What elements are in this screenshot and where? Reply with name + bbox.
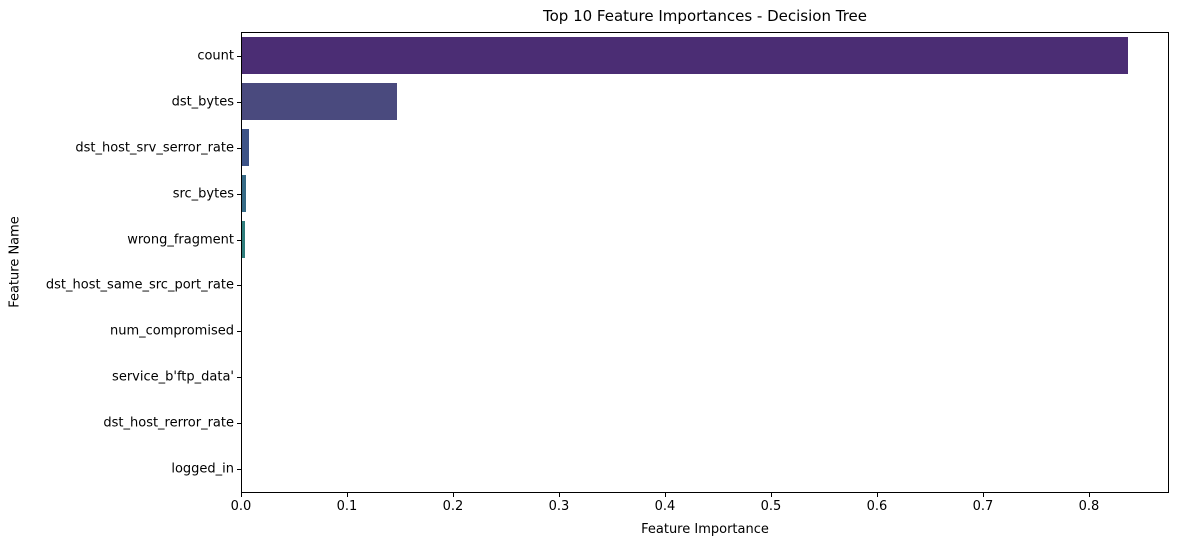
y-tick-label-logged_in: logged_in — [171, 461, 234, 477]
x-tick-mark — [665, 493, 666, 497]
y-tick-mark — [237, 148, 241, 149]
y-tick-label-src_bytes: src_bytes — [172, 186, 234, 202]
y-tick-mark — [237, 102, 241, 103]
x-tick-mark — [241, 493, 242, 497]
y-tick-label-dst_bytes: dst_bytes — [171, 94, 234, 110]
bar-count — [242, 37, 1128, 75]
y-tick-mark — [237, 285, 241, 286]
y-tick-label-wrong_fragment: wrong_fragment — [127, 232, 234, 248]
x-tick-label-0.7: 0.7 — [972, 499, 994, 514]
y-tick-label-dst_host_rerror_rate: dst_host_rerror_rate — [103, 415, 234, 431]
y-tick-mark — [237, 194, 241, 195]
x-tick-label-0.0: 0.0 — [230, 499, 252, 514]
x-tick-label-0.2: 0.2 — [442, 499, 464, 514]
x-tick-mark — [877, 493, 878, 497]
x-tick-mark — [983, 493, 984, 497]
bar-dst_host_srv_serror_rate — [242, 129, 249, 167]
y-tick-mark — [237, 331, 241, 332]
y-tick-label-dst_host_same_src_port_rate: dst_host_same_src_port_rate — [45, 277, 234, 293]
y-tick-label-service_b'ftp_data': service_b'ftp_data' — [112, 369, 234, 385]
plot-area — [241, 32, 1169, 493]
x-tick-mark — [347, 493, 348, 497]
bar-src_bytes — [242, 175, 246, 213]
y-tick-label-num_compromised: num_compromised — [110, 323, 234, 339]
x-tick-mark — [559, 493, 560, 497]
x-tick-label-0.8: 0.8 — [1078, 499, 1100, 514]
y-tick-label-dst_host_srv_serror_rate: dst_host_srv_serror_rate — [75, 140, 234, 156]
x-tick-label-0.6: 0.6 — [866, 499, 888, 514]
y-tick-label-count: count — [197, 48, 234, 64]
x-tick-mark — [1089, 493, 1090, 497]
chart-title: Top 10 Feature Importances - Decision Tr… — [543, 7, 867, 25]
y-tick-mark — [237, 56, 241, 57]
x-tick-mark — [453, 493, 454, 497]
y-axis-label: Feature Name — [7, 216, 23, 308]
x-tick-label-0.3: 0.3 — [548, 499, 570, 514]
y-tick-mark — [237, 377, 241, 378]
y-tick-mark — [237, 423, 241, 424]
y-tick-mark — [237, 469, 241, 470]
x-tick-label-0.4: 0.4 — [654, 499, 676, 514]
bar-wrong_fragment — [242, 221, 245, 259]
x-tick-mark — [771, 493, 772, 497]
x-axis-label: Feature Importance — [641, 522, 769, 537]
bar-dst_bytes — [242, 83, 397, 121]
x-tick-label-0.1: 0.1 — [336, 499, 358, 514]
y-tick-mark — [237, 240, 241, 241]
x-tick-label-0.5: 0.5 — [760, 499, 782, 514]
